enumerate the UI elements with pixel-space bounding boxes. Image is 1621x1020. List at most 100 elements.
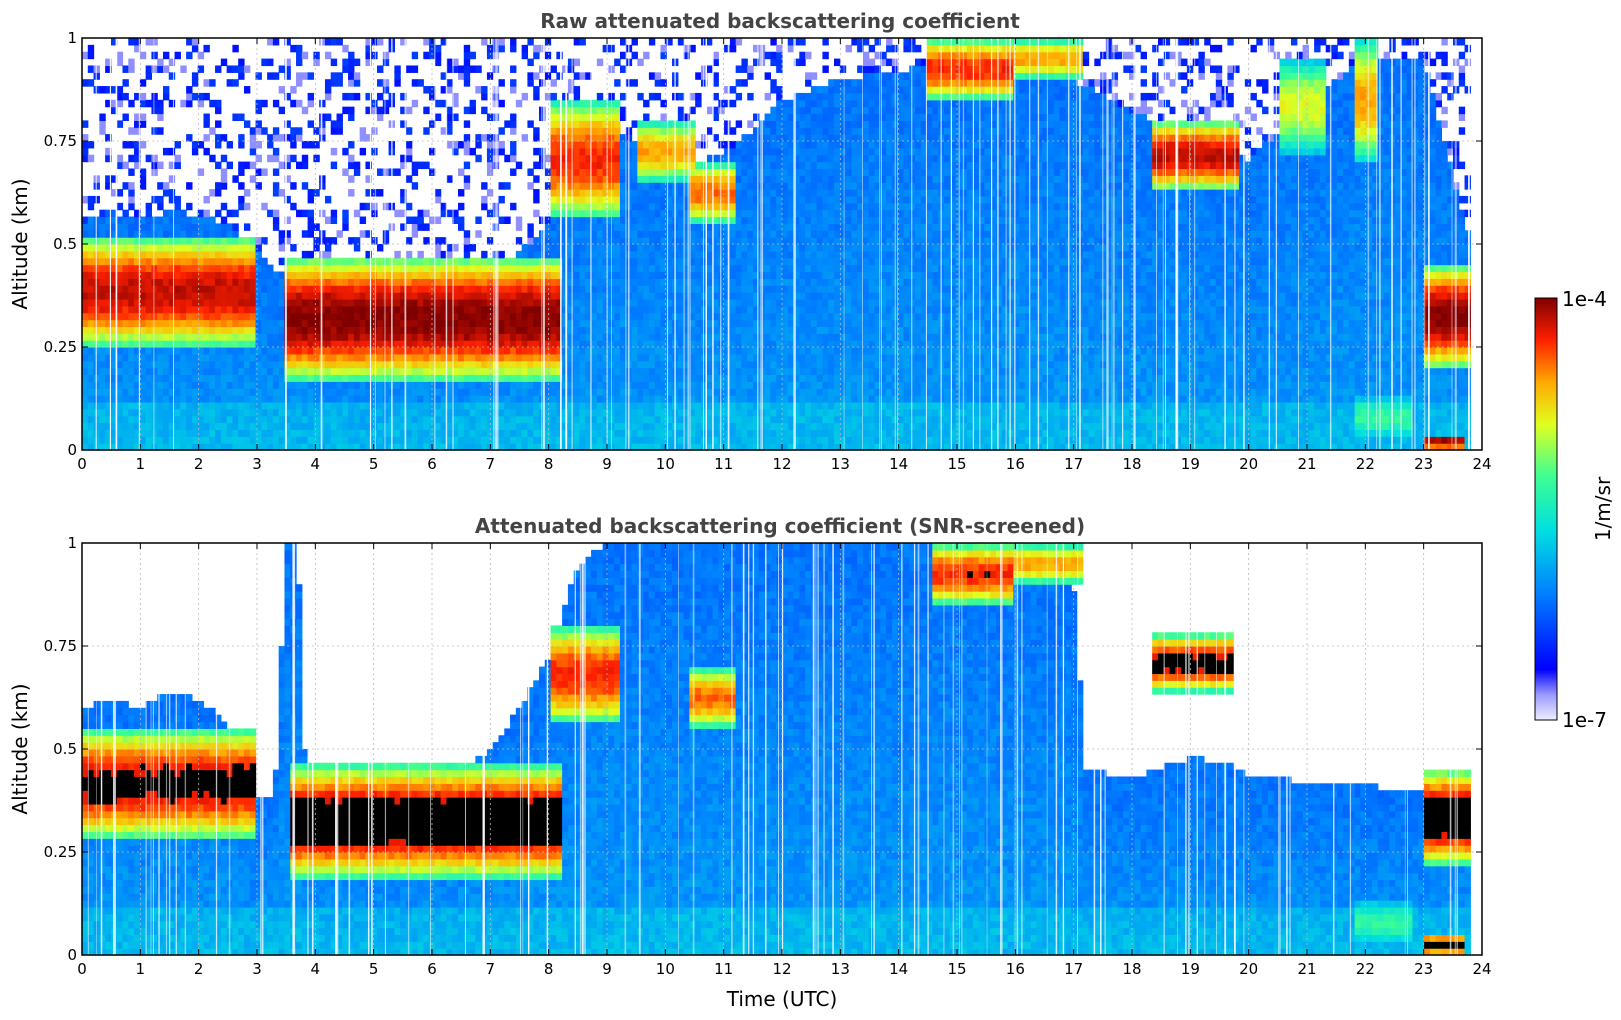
heatmap-cell — [82, 147, 89, 156]
heatmap-cell — [695, 209, 702, 218]
heatmap-cell — [729, 374, 737, 382]
heatmap-cell — [550, 65, 557, 73]
heatmap-cell — [544, 374, 552, 382]
heatmap-cell — [203, 271, 210, 279]
heatmap-cell — [255, 381, 262, 389]
heatmap-cell — [660, 195, 667, 204]
heatmap-cell — [527, 436, 534, 444]
heatmap-cell — [527, 312, 534, 321]
heatmap-cell — [486, 347, 494, 355]
heatmap-cell — [238, 65, 245, 73]
heatmap-cell — [371, 189, 378, 197]
heatmap-cell — [267, 38, 274, 46]
heatmap-cell — [498, 367, 505, 376]
heatmap-cell — [243, 65, 251, 73]
heatmap-cell — [567, 312, 575, 321]
heatmap-cell — [724, 141, 731, 149]
heatmap-cell — [706, 374, 714, 382]
heatmap-cell — [498, 264, 505, 273]
heatmap-cell — [197, 51, 205, 60]
heatmap-cell — [261, 422, 268, 430]
heatmap-cell — [735, 230, 743, 238]
heatmap-cell — [243, 415, 251, 424]
heatmap-cell — [515, 367, 523, 376]
heatmap-cell — [724, 271, 731, 279]
heatmap-cell — [110, 86, 118, 94]
heatmap-cell — [301, 72, 309, 80]
heatmap-cell — [660, 120, 667, 128]
heatmap-cell — [585, 422, 592, 430]
heatmap-cell — [371, 285, 378, 293]
heatmap-cell — [371, 422, 378, 430]
heatmap-cell — [550, 360, 557, 369]
heatmap-cell — [486, 367, 494, 376]
heatmap-cell — [452, 271, 459, 279]
heatmap-cell — [168, 422, 176, 430]
heatmap-cell — [498, 360, 505, 369]
heatmap-cell — [371, 415, 378, 424]
heatmap-cell — [186, 429, 193, 437]
heatmap-cell — [648, 443, 656, 451]
heatmap-cell — [718, 340, 725, 348]
heatmap-cell — [348, 353, 355, 362]
heatmap-cell — [371, 237, 378, 245]
heatmap-cell — [602, 388, 610, 396]
heatmap-cell — [255, 436, 262, 444]
heatmap-cell — [643, 257, 650, 266]
heatmap-cell — [145, 209, 153, 218]
heatmap-cell — [382, 415, 390, 424]
heatmap-cell — [660, 443, 667, 451]
heatmap-cell — [162, 305, 170, 314]
heatmap-cell — [226, 436, 233, 444]
heatmap-cell — [162, 347, 170, 355]
heatmap-cell — [353, 264, 361, 273]
heatmap-cell — [336, 298, 343, 307]
heatmap-cell — [735, 237, 743, 245]
heatmap-cell — [411, 374, 419, 382]
heatmap-cell — [162, 408, 170, 417]
heatmap-cell — [215, 141, 222, 149]
heatmap-cell — [510, 79, 517, 87]
heatmap-cell — [261, 374, 268, 382]
heatmap-cell — [533, 189, 540, 197]
heatmap-cell — [660, 51, 667, 60]
heatmap-cell — [677, 388, 685, 396]
heatmap-cell — [712, 134, 719, 142]
heatmap-cell — [440, 374, 448, 382]
heatmap-cell — [162, 360, 170, 369]
heatmap-cell — [556, 237, 563, 245]
heatmap-cell — [186, 298, 193, 307]
heatmap-cell — [301, 381, 309, 389]
heatmap-cell — [585, 106, 592, 115]
heatmap-cell — [452, 65, 459, 73]
heatmap-cell — [654, 79, 662, 87]
heatmap-cell — [712, 271, 719, 279]
heatmap-cell — [643, 374, 650, 382]
heatmap-cell — [400, 436, 407, 444]
heatmap-cell — [677, 401, 685, 410]
heatmap-cell — [544, 353, 552, 362]
heatmap-cell — [486, 237, 494, 245]
heatmap-cell — [215, 429, 222, 437]
heatmap-cell — [307, 250, 314, 259]
heatmap-cell — [307, 292, 314, 300]
heatmap-cell — [544, 401, 552, 410]
heatmap-cell — [579, 298, 586, 307]
heatmap-cell — [631, 237, 638, 245]
heatmap-cell — [515, 401, 523, 410]
heatmap-cell — [116, 264, 124, 273]
heatmap-cell — [515, 99, 523, 108]
heatmap-cell — [712, 312, 719, 321]
heatmap-cell — [220, 298, 228, 307]
heatmap-cell — [747, 388, 754, 396]
heatmap-cell — [596, 189, 604, 197]
heatmap-cell — [145, 388, 153, 396]
heatmap-cell — [475, 347, 482, 355]
heatmap-cell — [515, 395, 523, 403]
heatmap-cell — [307, 271, 314, 279]
heatmap-cell — [504, 340, 511, 348]
heatmap-cell — [209, 367, 216, 376]
heatmap-cell — [643, 250, 650, 259]
heatmap-cell — [504, 374, 511, 382]
heatmap-cell — [365, 38, 372, 46]
